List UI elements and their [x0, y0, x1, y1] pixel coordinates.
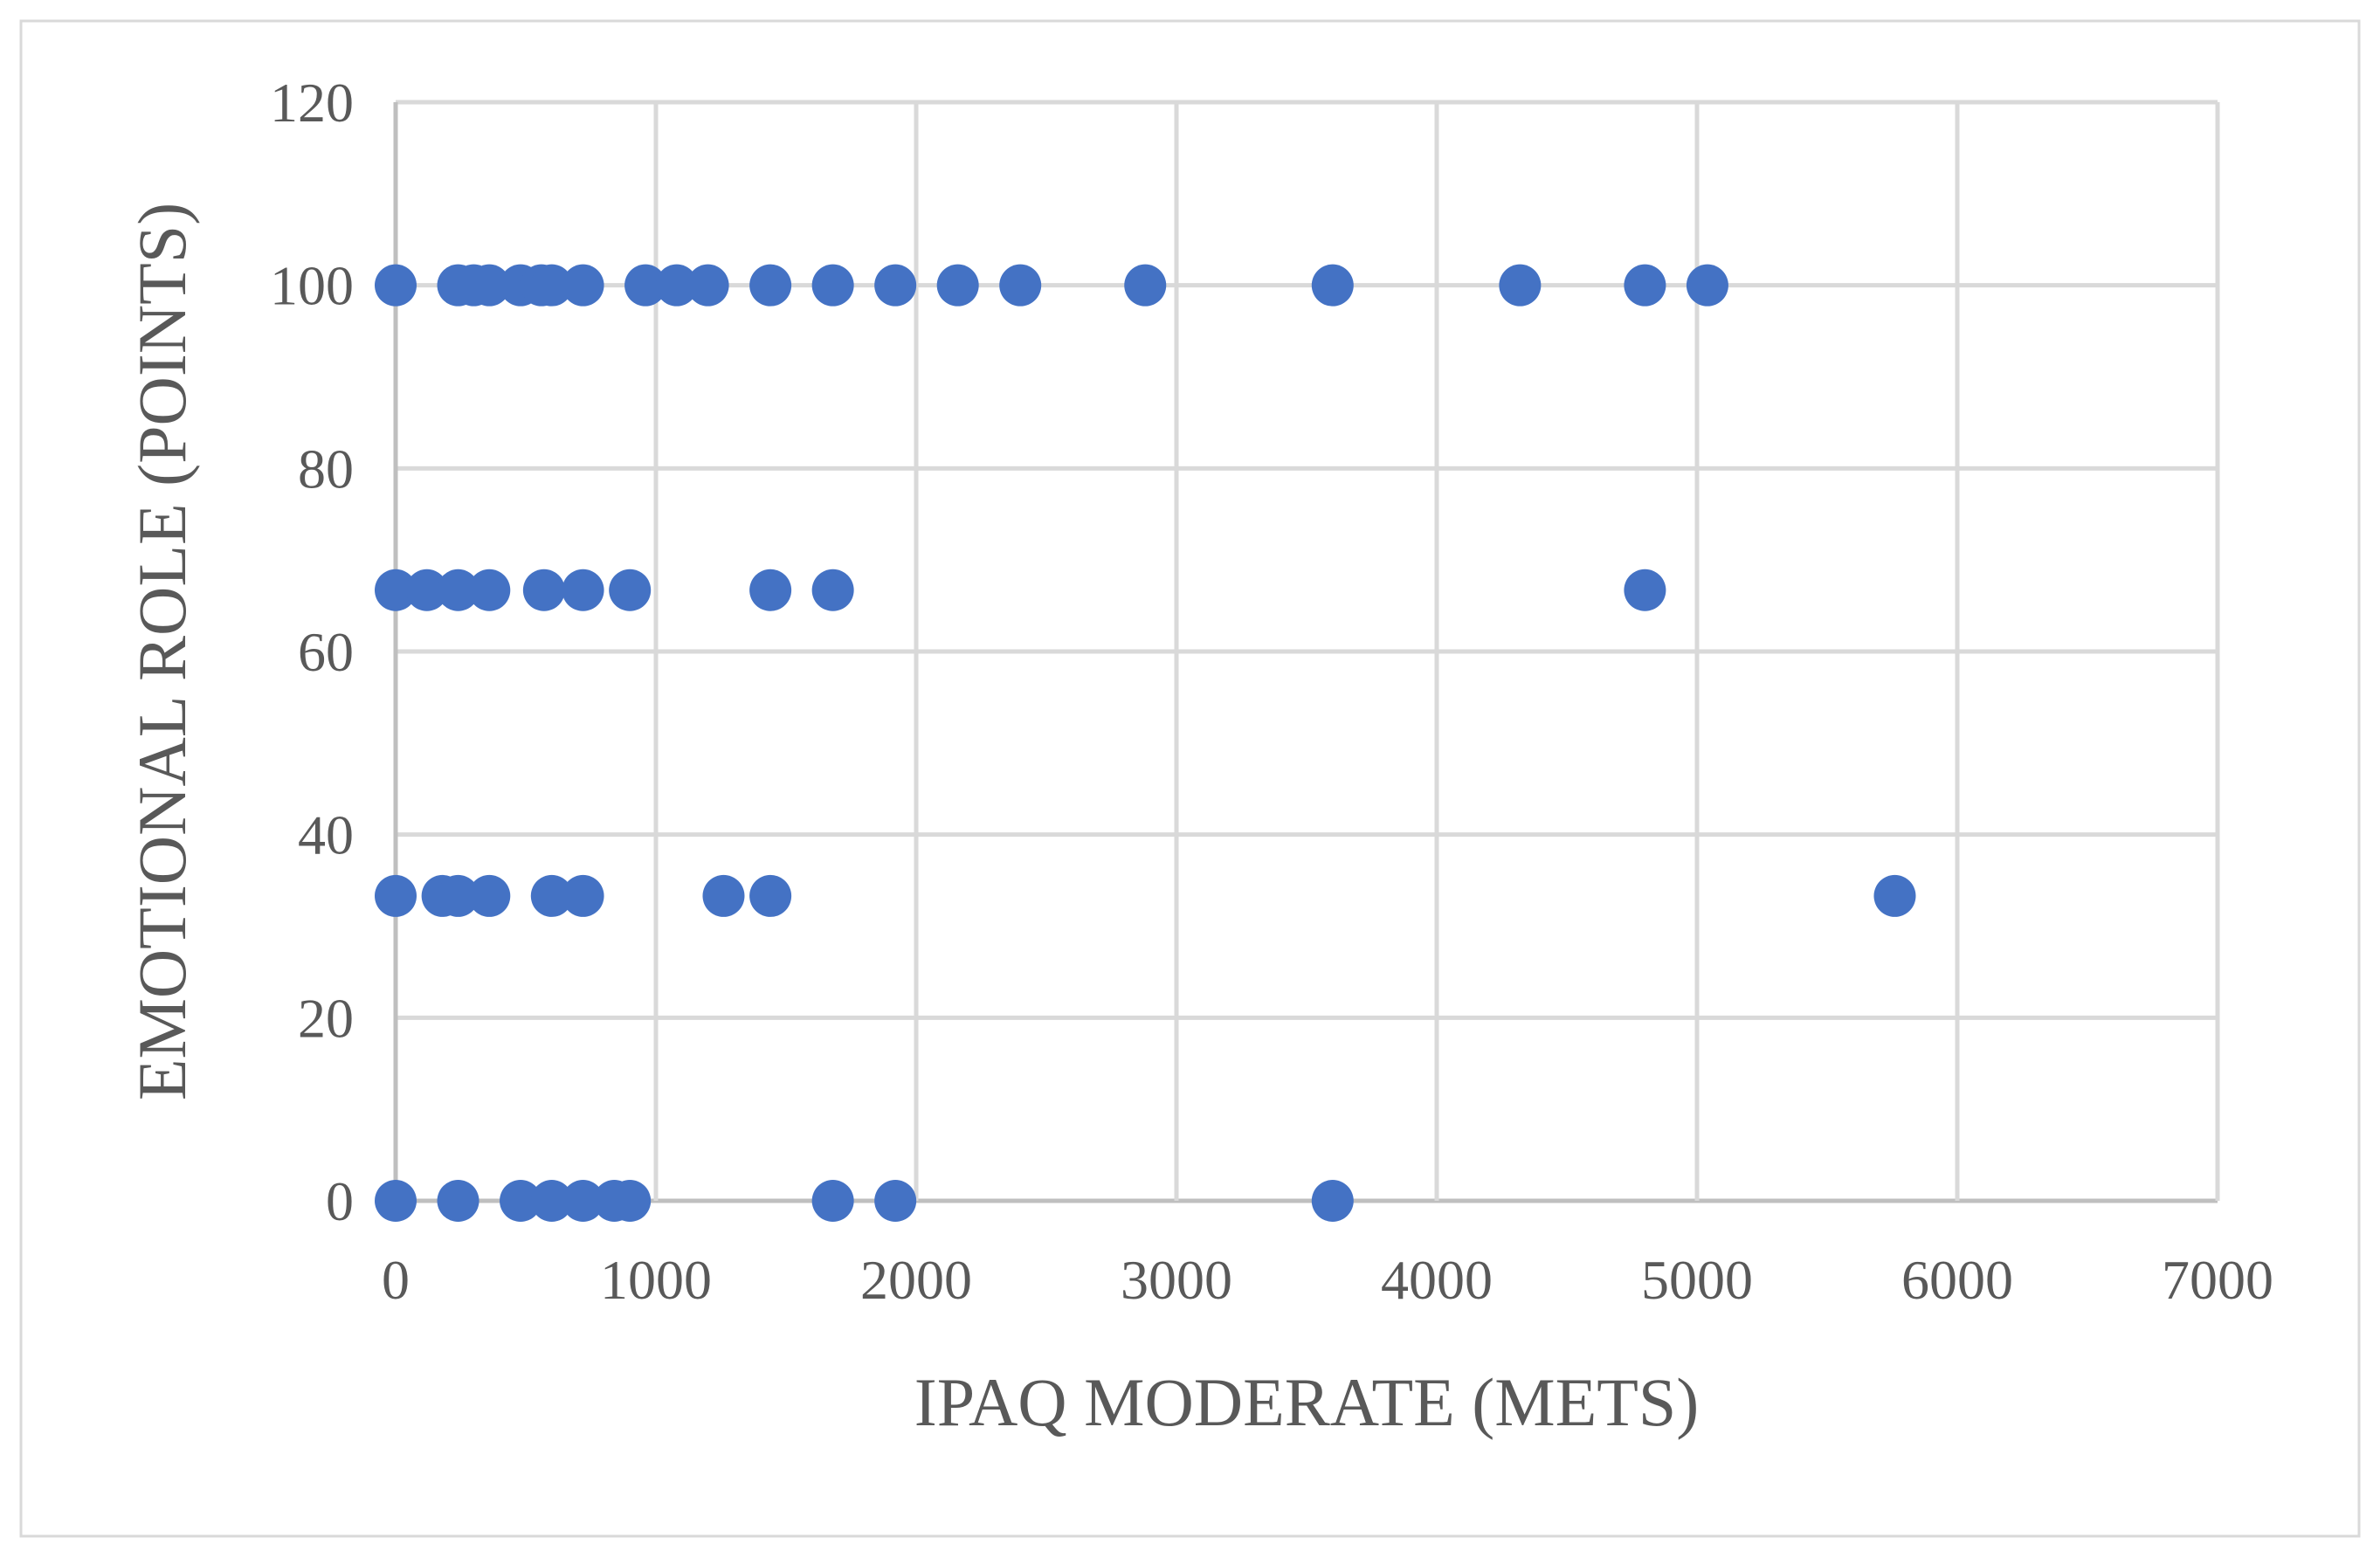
y-tick-label: 20	[298, 987, 354, 1049]
data-point	[609, 569, 652, 611]
data-point	[1311, 1180, 1354, 1222]
data-point	[530, 1180, 573, 1222]
data-point	[609, 1180, 652, 1222]
data-point	[522, 569, 565, 611]
data-point	[749, 569, 792, 611]
data-point	[562, 874, 604, 917]
data-point	[749, 264, 792, 307]
data-point	[811, 264, 854, 307]
data-points	[375, 264, 1916, 1222]
x-tick-label: 7000	[2162, 1249, 2273, 1311]
data-point	[468, 264, 511, 307]
data-point	[874, 264, 917, 307]
data-point	[530, 874, 573, 917]
data-point	[562, 569, 604, 611]
data-point	[686, 264, 729, 307]
data-point	[375, 874, 417, 917]
data-point	[1311, 264, 1354, 307]
y-axis-title: EMOTIONAL ROLE (POINTS)	[124, 203, 200, 1100]
data-point	[811, 569, 854, 611]
data-point	[468, 874, 511, 917]
y-tick-label: 40	[298, 804, 354, 866]
data-point	[1624, 264, 1666, 307]
x-tick-label: 6000	[1901, 1249, 2013, 1311]
x-axis-title: IPAQ MODERATE (METS)	[914, 1364, 1700, 1440]
data-point	[1686, 264, 1728, 307]
data-point	[468, 569, 511, 611]
x-tick-label: 1000	[600, 1249, 712, 1311]
data-point	[749, 874, 792, 917]
data-point	[811, 1180, 854, 1222]
data-point	[375, 264, 417, 307]
data-point	[437, 874, 479, 917]
data-point	[936, 264, 979, 307]
data-point	[437, 1180, 479, 1222]
data-point	[655, 264, 698, 307]
y-tick-label: 100	[270, 255, 354, 317]
data-point	[624, 264, 667, 307]
data-point	[375, 569, 417, 611]
tick-labels: 0 20 40 60 80 100 120 0 1000 2000 3000 4000 5000 6000…	[270, 72, 2273, 1311]
data-point	[702, 874, 745, 917]
data-point	[999, 264, 1042, 307]
y-tick-label: 80	[298, 438, 354, 500]
data-point	[437, 569, 479, 611]
x-tick-label: 3000	[1121, 1249, 1232, 1311]
x-tick-label: 5000	[1641, 1249, 1753, 1311]
x-tick-label: 4000	[1381, 1249, 1493, 1311]
x-tick-label: 0	[382, 1249, 410, 1311]
data-point	[1499, 264, 1542, 307]
data-point	[1624, 569, 1666, 611]
data-point	[405, 569, 448, 611]
data-point	[375, 1180, 417, 1222]
y-tick-label: 60	[298, 621, 354, 683]
data-point	[874, 1180, 917, 1222]
data-point	[1873, 874, 1916, 917]
data-point	[1124, 264, 1167, 307]
y-tick-label: 120	[270, 72, 354, 134]
data-point	[562, 1180, 604, 1222]
y-tick-label: 0	[326, 1170, 354, 1232]
data-point	[500, 1180, 542, 1222]
data-point	[530, 264, 573, 307]
x-tick-label: 2000	[860, 1249, 972, 1311]
data-point	[562, 264, 604, 307]
